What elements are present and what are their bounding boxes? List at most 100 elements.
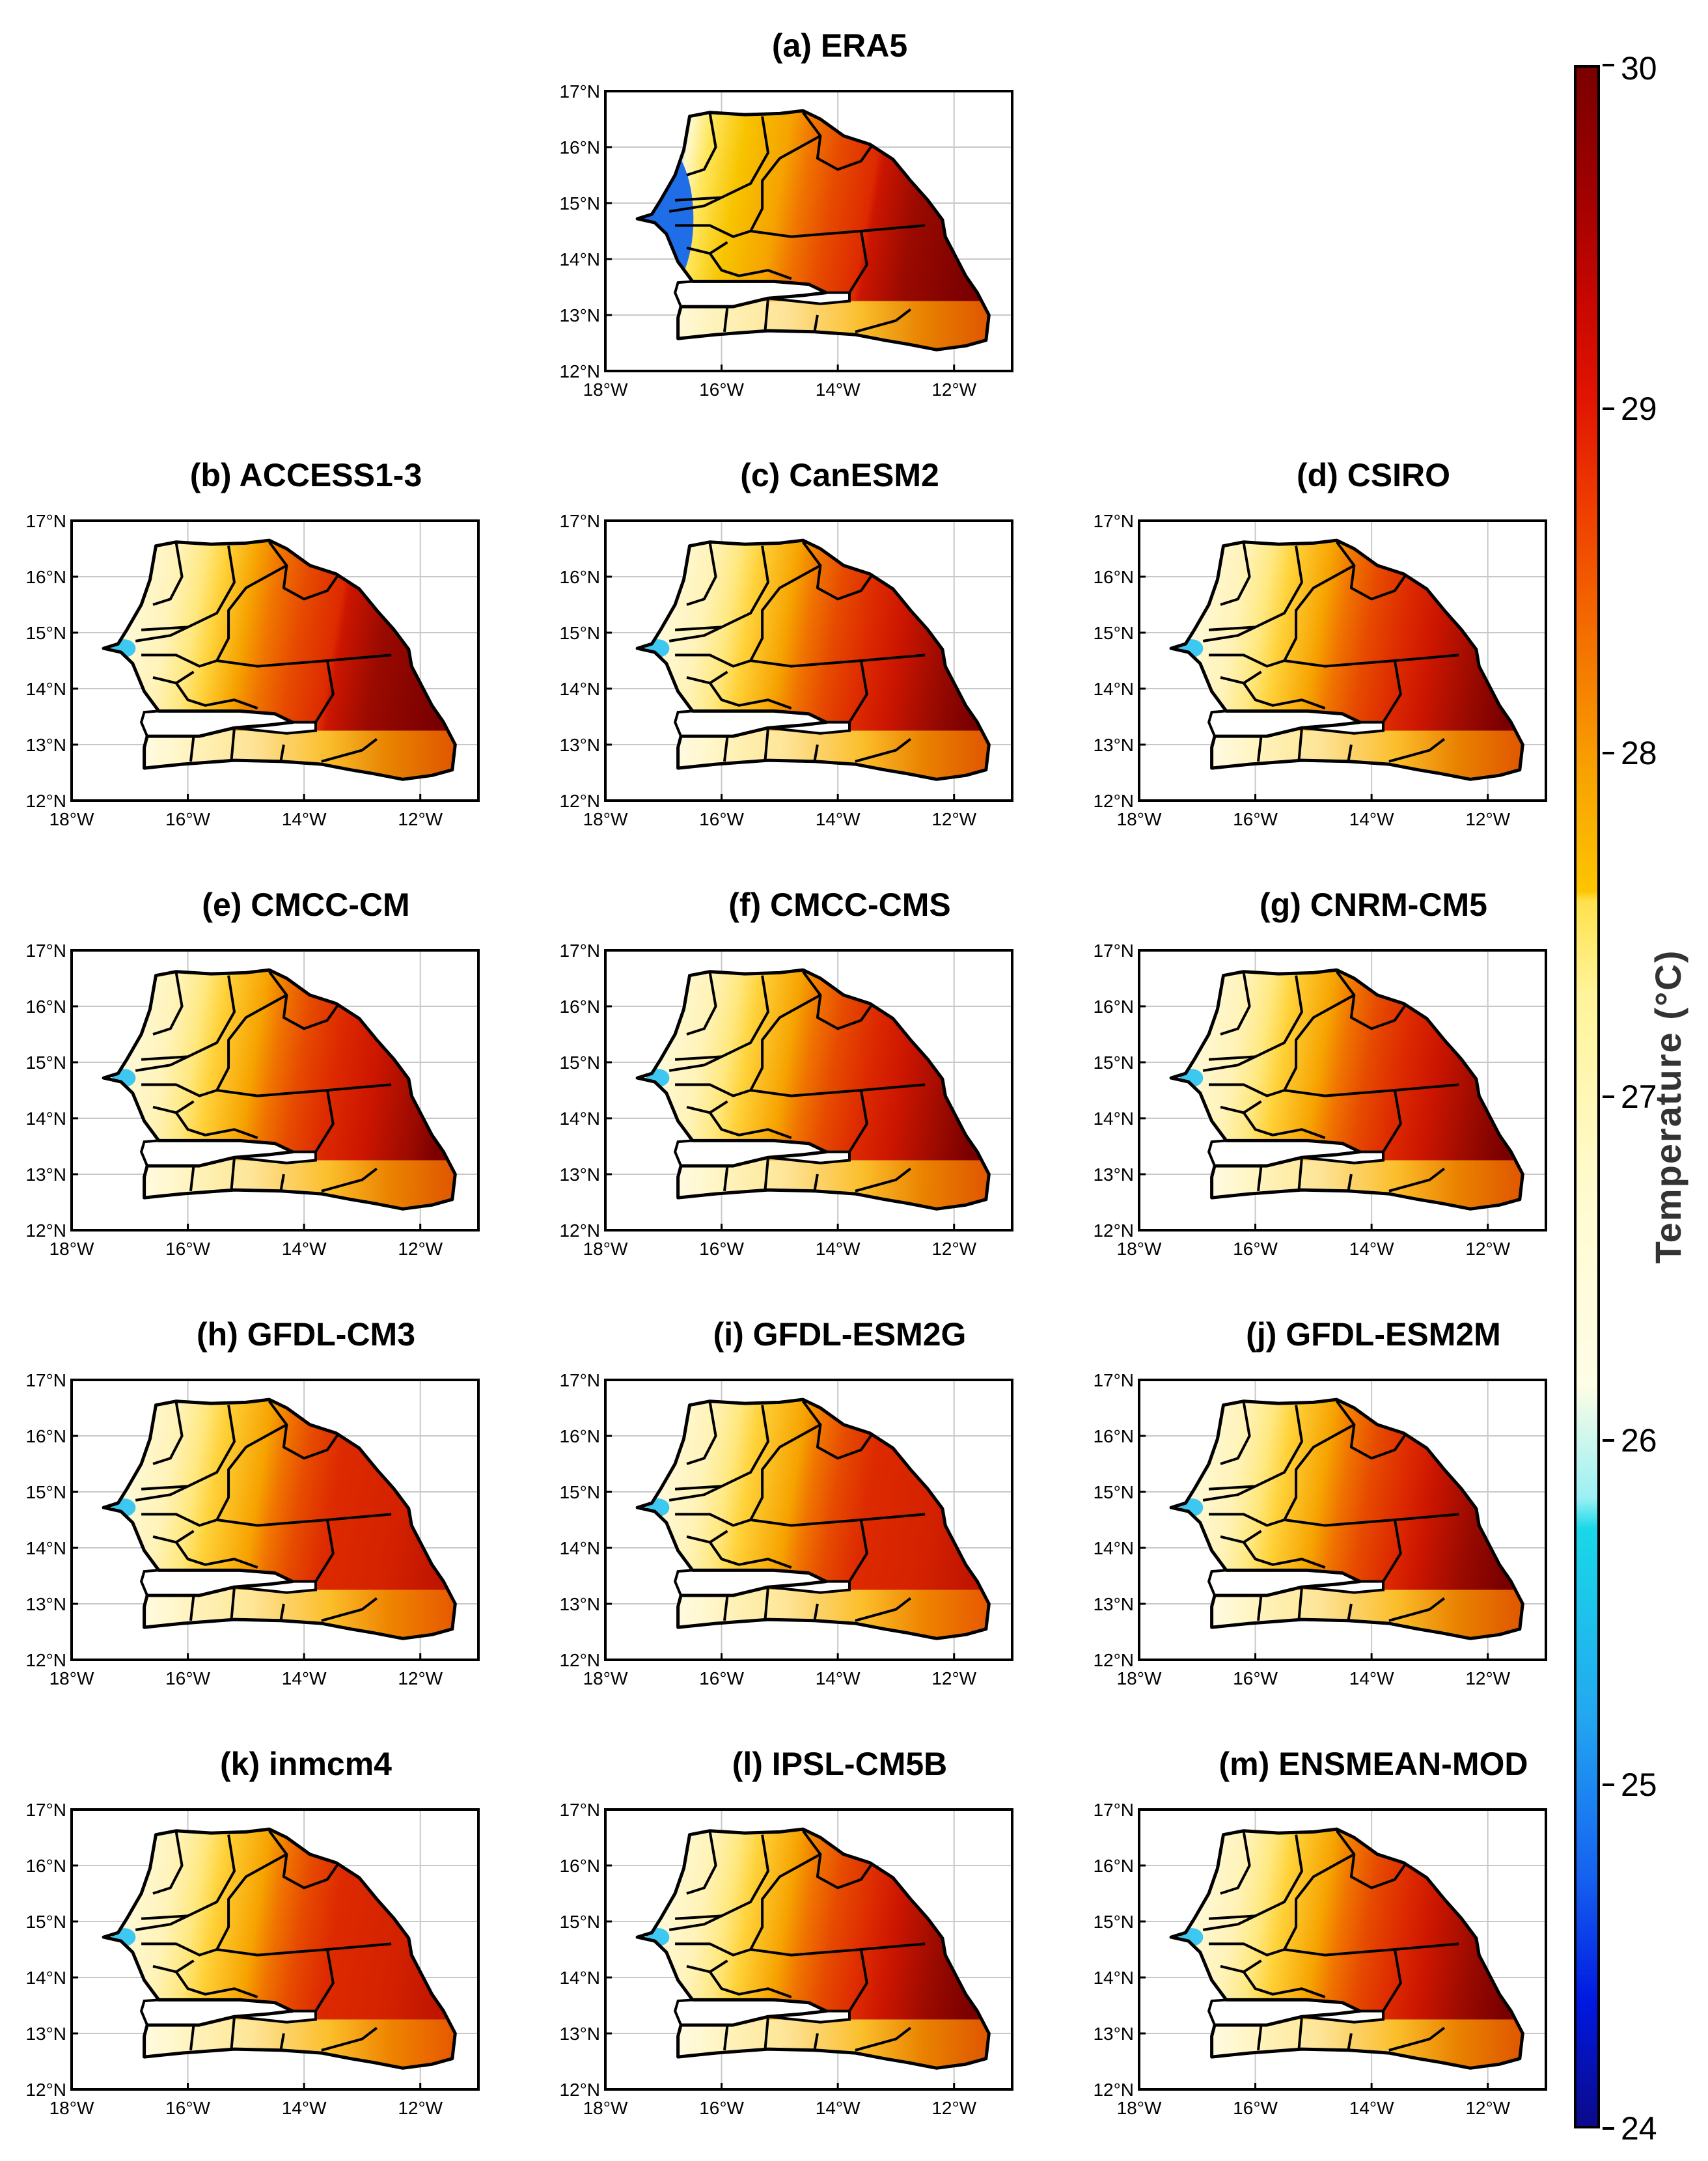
region-border	[674, 116, 769, 202]
region-border	[1347, 1603, 1353, 1621]
lat-tick-label: 16°N	[25, 1856, 66, 1876]
lat-tick-label: 17°N	[1093, 511, 1134, 531]
lat-tick-label: 12°N	[1093, 1220, 1134, 1241]
region-border	[686, 670, 728, 685]
region-border	[1335, 541, 1408, 601]
map-plot: 12°N 13°N 14°N 15°N 16°N 17°N 18°W 16°W 14°W 12°W	[1093, 511, 1547, 829]
panel-title: (l) IPSL-CM5B	[732, 1746, 948, 1782]
panel-title: (b) ACCESS1-3	[189, 457, 422, 493]
colorbar-tick-label: 24	[1621, 2110, 1657, 2147]
region-border	[135, 626, 189, 642]
region-border	[855, 308, 912, 333]
lat-tick-label: 17°N	[1093, 1370, 1134, 1390]
lon-tick-label: 18°W	[49, 1239, 94, 1259]
region-border	[1209, 1942, 1459, 1957]
lat-tick-label: 16°N	[1093, 1426, 1134, 1446]
colorbar-tick-label: 29	[1621, 391, 1657, 428]
region-border	[189, 1165, 195, 1192]
region-border	[1220, 1100, 1262, 1114]
lat-tick-label: 14°N	[25, 1538, 66, 1558]
lat-tick-label: 14°N	[559, 1968, 600, 1988]
map-panel-k: (k) inmcm4 12°N 13°N 14°N 15°N 16°N 17°N 18°W 16…	[0, 1744, 540, 2161]
lon-tick-label: 18°W	[1117, 2098, 1162, 2118]
colorbar-tick-label: 26	[1621, 1422, 1657, 1459]
lat-tick-label: 16°N	[25, 567, 66, 587]
lat-tick-label: 16°N	[25, 997, 66, 1017]
region-border	[152, 972, 184, 1036]
region-border	[1202, 1485, 1256, 1502]
region-border	[723, 736, 729, 762]
lat-tick-label: 15°N	[559, 1482, 600, 1502]
region-border	[1382, 660, 1402, 723]
panel-title: (f) CMCC-CMS	[728, 887, 951, 923]
lat-tick-label: 14°N	[1093, 1538, 1134, 1558]
lat-tick-label: 12°N	[1093, 2080, 1134, 2100]
region-border	[723, 1165, 729, 1192]
map-panel-i: (i) GFDL-ESM2G 12°N 13°N 14°N 15°N 16°N 17°N 18…	[534, 1315, 1074, 1731]
lon-tick-label: 12°W	[931, 809, 976, 829]
lon-tick-label: 12°W	[931, 2098, 976, 2118]
region-border	[848, 1519, 868, 1582]
panel-title: (h) GFDL-CM3	[196, 1316, 416, 1353]
country-outline	[1169, 538, 1524, 781]
lon-tick-label: 14°W	[282, 1239, 327, 1259]
region-border	[1382, 1949, 1402, 2012]
region-border	[686, 972, 717, 1036]
lon-tick-label: 16°W	[699, 809, 744, 829]
region-border	[848, 230, 868, 294]
colorbar-tick	[1603, 407, 1614, 411]
lon-tick-label: 14°W	[282, 1668, 327, 1688]
lon-tick-label: 18°W	[49, 809, 94, 829]
colorbar-tick-label: 30	[1621, 50, 1657, 87]
region-border	[1202, 626, 1256, 642]
region-border	[141, 1834, 236, 1920]
region-border	[1297, 1587, 1303, 1620]
region-border	[686, 113, 717, 176]
lat-tick-label: 14°N	[559, 249, 600, 269]
lon-tick-label: 12°W	[398, 809, 443, 829]
lon-tick-label: 18°W	[49, 2098, 94, 2118]
lat-tick-label: 16°N	[559, 1856, 600, 1876]
lat-tick-label: 16°N	[559, 997, 600, 1017]
region-border	[674, 1405, 769, 1491]
region-border	[675, 654, 926, 668]
map-plot: 12°N 13°N 14°N 15°N 16°N 17°N 18°W 16°W 14°W 12°W	[1093, 1800, 1547, 2118]
region-border	[749, 1424, 821, 1521]
region-border	[848, 1090, 868, 1153]
colorbar-tick	[1603, 64, 1614, 66]
plot-frame	[1138, 519, 1547, 802]
region-border	[848, 1949, 868, 2012]
region-border	[1220, 1402, 1251, 1465]
region-border	[668, 1485, 723, 1502]
lon-tick-label: 18°W	[583, 809, 628, 829]
region-border	[668, 626, 723, 642]
lon-tick-label: 12°W	[398, 1668, 443, 1688]
lon-tick-label: 18°W	[583, 2098, 628, 2118]
region-border	[314, 660, 335, 723]
plot-frame	[70, 1379, 480, 1661]
region-border	[230, 2016, 236, 2050]
region-border	[1283, 1853, 1355, 1950]
region-border	[848, 660, 868, 723]
lon-tick-label: 14°W	[816, 1668, 861, 1688]
region-border	[674, 545, 769, 631]
region-border	[135, 1055, 189, 1072]
lon-tick-label: 18°W	[1117, 1668, 1162, 1688]
panel-title: (i) GFDL-ESM2G	[713, 1316, 967, 1353]
lat-tick-label: 12°N	[559, 791, 600, 811]
region-border	[314, 1519, 335, 1582]
map-plot: 12°N 13°N 14°N 15°N 16°N 17°N 18°W 16°W 14°W 12°W	[25, 1370, 480, 1688]
region-border	[764, 1587, 769, 1620]
region-border	[175, 1541, 258, 1569]
region-border	[152, 1530, 195, 1544]
region-border	[230, 1157, 236, 1191]
lon-tick-label: 14°W	[1349, 1668, 1394, 1688]
region-border	[1335, 970, 1408, 1030]
region-border	[1243, 1112, 1326, 1139]
lat-tick-label: 13°N	[1093, 1594, 1134, 1614]
lat-tick-label: 14°N	[25, 1968, 66, 1988]
lat-tick-label: 13°N	[559, 735, 600, 755]
region-border	[813, 314, 819, 333]
region-border	[189, 2024, 195, 2051]
lat-tick-label: 13°N	[25, 1594, 66, 1614]
